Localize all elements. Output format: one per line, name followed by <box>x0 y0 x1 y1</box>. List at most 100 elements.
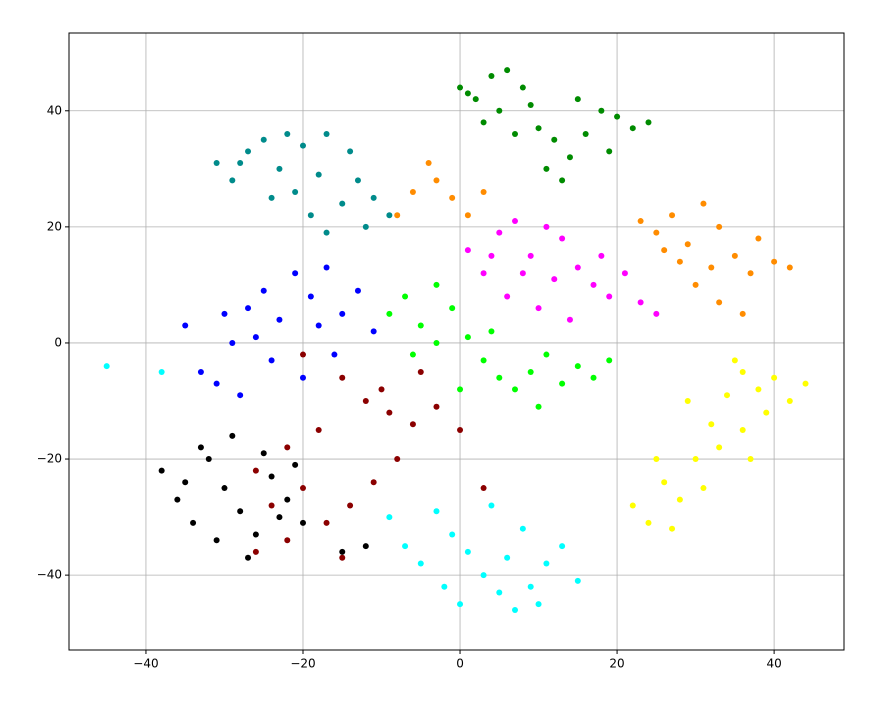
point <box>213 160 220 167</box>
point <box>457 386 464 393</box>
point <box>480 270 487 277</box>
point <box>362 223 369 230</box>
point <box>716 444 723 451</box>
point <box>747 270 754 277</box>
point <box>755 386 762 393</box>
point <box>299 519 306 526</box>
point <box>315 427 322 434</box>
point <box>457 427 464 434</box>
point <box>378 386 385 393</box>
point <box>496 229 503 236</box>
point <box>708 421 715 428</box>
point <box>252 531 259 538</box>
point <box>354 287 361 294</box>
point <box>700 200 707 207</box>
point <box>268 502 275 509</box>
point <box>739 427 746 434</box>
point <box>339 200 346 207</box>
point <box>433 339 440 346</box>
point <box>339 374 346 381</box>
point <box>488 72 495 79</box>
point <box>174 496 181 503</box>
point <box>409 421 416 428</box>
point <box>464 548 471 555</box>
point <box>323 264 330 271</box>
point <box>260 450 267 457</box>
point <box>323 229 330 236</box>
point <box>158 368 165 375</box>
point <box>559 380 566 387</box>
point <box>480 119 487 126</box>
point <box>276 514 283 521</box>
point <box>260 136 267 143</box>
point <box>739 310 746 317</box>
x-tick-label: −40 <box>133 657 158 671</box>
point <box>535 403 542 410</box>
point <box>527 368 534 375</box>
point <box>237 392 244 399</box>
point <box>252 548 259 555</box>
point <box>669 212 676 219</box>
point <box>684 397 691 404</box>
point <box>409 351 416 358</box>
point <box>511 130 518 137</box>
point <box>331 351 338 358</box>
point <box>245 148 252 155</box>
point <box>268 194 275 201</box>
point <box>684 241 691 248</box>
x-tick-label: −20 <box>290 657 315 671</box>
point <box>527 101 534 108</box>
point <box>245 305 252 312</box>
point <box>527 252 534 259</box>
point <box>158 467 165 474</box>
point <box>488 252 495 259</box>
x-tick-label: 40 <box>766 657 781 671</box>
x-tick-label: 20 <box>609 657 624 671</box>
point <box>386 310 393 317</box>
point <box>716 223 723 230</box>
point <box>464 90 471 97</box>
point <box>755 235 762 242</box>
point <box>268 357 275 364</box>
point <box>307 293 314 300</box>
point <box>472 96 479 103</box>
point <box>504 554 511 561</box>
point <box>739 368 746 375</box>
point <box>252 334 259 341</box>
point <box>786 264 793 271</box>
point <box>574 264 581 271</box>
y-tick-label: 40 <box>47 103 62 117</box>
point <box>629 502 636 509</box>
point <box>763 409 770 416</box>
point <box>653 310 660 317</box>
point <box>323 519 330 526</box>
y-tick-label: −40 <box>37 568 62 582</box>
point <box>535 305 542 312</box>
point <box>315 171 322 178</box>
point <box>417 560 424 567</box>
point <box>292 270 299 277</box>
plot-area <box>69 33 844 650</box>
x-tick-label: 0 <box>456 657 464 671</box>
point <box>339 548 346 555</box>
point <box>252 467 259 474</box>
point <box>221 310 228 317</box>
point <box>245 554 252 561</box>
point <box>629 125 636 132</box>
point <box>606 357 613 364</box>
point <box>535 125 542 132</box>
point <box>598 252 605 259</box>
point <box>543 351 550 358</box>
point <box>268 473 275 480</box>
y-tick-label: 0 <box>54 335 62 349</box>
point <box>464 212 471 219</box>
point <box>708 264 715 271</box>
point <box>543 165 550 172</box>
point <box>511 386 518 393</box>
point <box>417 322 424 329</box>
point <box>496 589 503 596</box>
point <box>731 357 738 364</box>
point <box>786 397 793 404</box>
point <box>190 519 197 526</box>
